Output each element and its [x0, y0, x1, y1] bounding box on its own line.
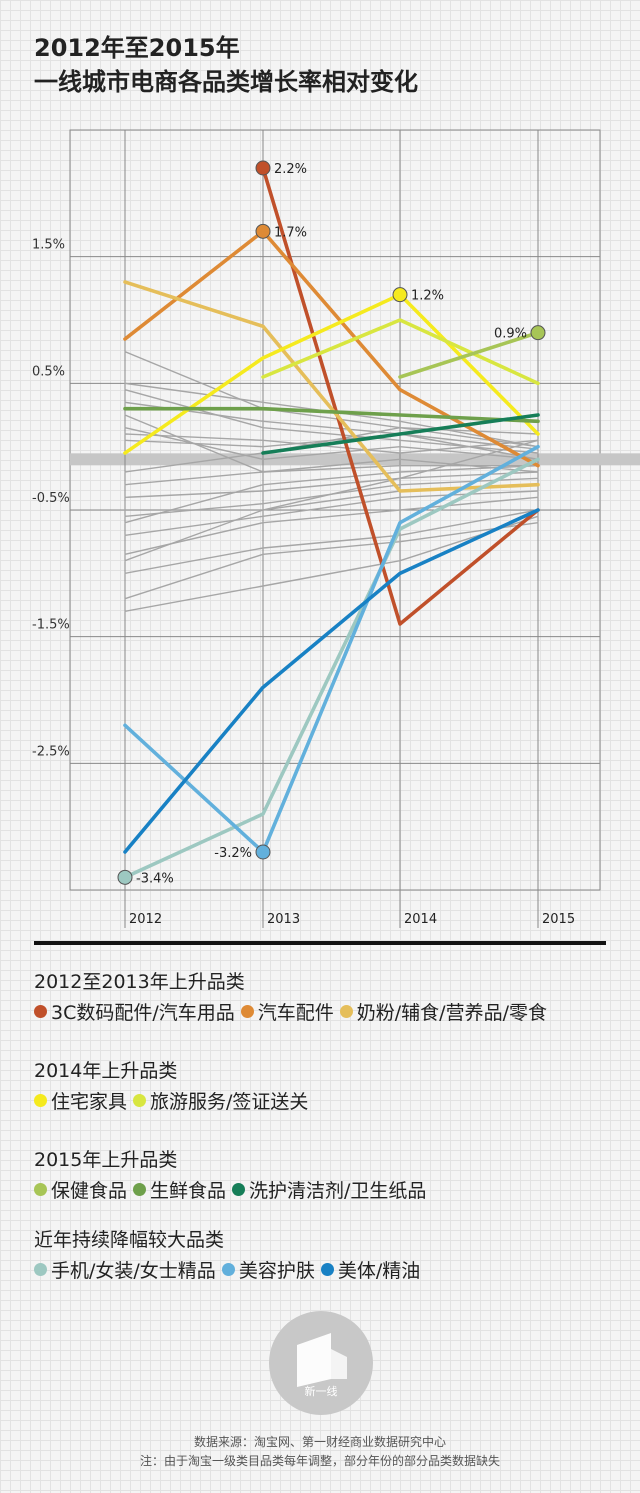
zero-band	[70, 453, 640, 466]
legend-dot-icon	[221, 1263, 235, 1276]
footer-note: 注：由于淘宝一级类目品类每年调整，部分年份的部分品类数据缺失	[139, 1454, 500, 1468]
data-label: -3.4%	[136, 871, 174, 886]
annotation-marker	[117, 869, 133, 885]
y-tick-label: -1.5%	[32, 618, 70, 633]
legend-dot-icon	[232, 1183, 246, 1196]
data-label: 0.9%	[494, 327, 527, 342]
x-tick-label: 2012	[129, 912, 162, 927]
background-series-line	[124, 433, 539, 461]
background-series-line	[124, 401, 539, 450]
xinyixian-logo: 新一线	[269, 1311, 373, 1415]
logo-mark-icon	[297, 1333, 347, 1387]
background-series-line	[124, 464, 539, 486]
legend-label: 旅游服务/签证送关	[150, 1091, 309, 1113]
legend-row: 保健食品 生鲜食品 洗护清洁剂/卫生纸品	[34, 1176, 432, 1203]
legend-group-title: 近年持续降幅较大品类	[34, 1229, 225, 1251]
annotation-marker	[255, 223, 271, 239]
background-series-line	[124, 439, 539, 562]
annotation-marker	[392, 287, 408, 303]
series-line	[398, 330, 540, 379]
background-series-line	[124, 521, 539, 600]
legend-row: 3C数码配件/汽车用品 汽车配件 奶粉/辅食/营养品/零食	[34, 998, 553, 1025]
data-label: 1.7%	[274, 225, 307, 240]
annotation-marker	[255, 160, 271, 176]
legend-label: 美体/精油	[337, 1260, 421, 1282]
legend-item: 洗护清洁剂/卫生纸品	[232, 1176, 426, 1203]
logo-text: 新一线	[304, 1385, 338, 1398]
chart-title-line2: 一线城市电商各品类增长率相对变化	[34, 68, 418, 96]
series-line	[123, 508, 540, 854]
series-line	[123, 280, 540, 493]
legend-label: 美容护肤	[238, 1260, 315, 1282]
series-line	[261, 166, 540, 626]
annotation-marker	[530, 325, 546, 341]
legend-dot-icon	[320, 1263, 334, 1276]
legend-item: 手机/女装/女士精品	[34, 1256, 216, 1283]
legend-label: 汽车配件	[257, 1002, 334, 1024]
data-label: 2.2%	[274, 162, 307, 177]
legend-group-title: 2014年上升品类	[34, 1060, 178, 1082]
series-line	[123, 292, 540, 455]
legend-item: 旅游服务/签证送关	[133, 1087, 308, 1114]
legend-dot-icon	[339, 1005, 353, 1018]
background-series-line	[124, 515, 539, 613]
y-tick-label: -0.5%	[32, 491, 70, 506]
legend-dot-icon	[133, 1183, 147, 1196]
legend-item: 美容护肤	[221, 1256, 315, 1283]
background-series-line	[124, 496, 539, 556]
legend-label: 手机/女装/女士精品	[51, 1260, 216, 1282]
legend-dot-icon	[133, 1094, 147, 1107]
legend-dot-icon	[34, 1263, 47, 1276]
series-line	[123, 229, 540, 468]
background-series-line	[124, 471, 539, 499]
legend-label: 生鲜食品	[150, 1180, 227, 1202]
series-line	[123, 457, 540, 880]
data-label: 1.2%	[411, 289, 444, 304]
x-tick-label: 2015	[542, 912, 575, 927]
annotation-marker	[255, 844, 271, 860]
footer-source: 数据来源：淘宝网、第一财经商业数据研究中心	[193, 1435, 446, 1449]
legend-row: 手机/女装/女士精品 美容护肤 美体/精油	[34, 1256, 426, 1283]
legend-item: 汽车配件	[240, 998, 334, 1025]
legend-group-title: 2012至2013年上升品类	[34, 971, 245, 993]
legend-row: 住宅家具 旅游服务/签证送关	[34, 1087, 314, 1114]
legend-label: 3C数码配件/汽车用品	[51, 1002, 235, 1024]
legend-label: 保健食品	[51, 1180, 128, 1202]
legend-item: 奶粉/辅食/营养品/零食	[339, 998, 547, 1025]
legend-label: 洗护清洁剂/卫生纸品	[249, 1180, 427, 1202]
y-tick-label: 1.5%	[32, 238, 65, 253]
legend-dot-icon	[240, 1005, 254, 1018]
legend-label: 住宅家具	[51, 1091, 128, 1113]
legend-item: 美体/精油	[320, 1256, 421, 1283]
x-tick-label: 2013	[267, 912, 300, 927]
legend-dot-icon	[34, 1183, 47, 1196]
y-tick-label: 0.5%	[32, 364, 65, 379]
section-divider	[34, 941, 606, 945]
series-line	[123, 444, 540, 854]
data-label: -3.2%	[214, 846, 252, 861]
legend-item: 保健食品	[34, 1176, 127, 1203]
legend-dot-icon	[34, 1005, 47, 1018]
chart-title-line1: 2012年至2015年	[34, 34, 240, 62]
background-series-line	[124, 464, 539, 524]
y-tick-label: -2.5%	[32, 744, 70, 759]
background-series-line	[124, 490, 539, 537]
legend-item: 生鲜食品	[133, 1176, 226, 1203]
line-chart: 1.5% 0.5% -0.5% -1.5% -2.5% 2012 2013 2014 2015 2…	[32, 129, 640, 928]
legend-label: 奶粉/辅食/营养品/零食	[356, 1002, 547, 1024]
series-line	[123, 406, 540, 424]
legend-dot-icon	[34, 1094, 47, 1107]
legend-item: 住宅家具	[34, 1087, 127, 1114]
background-series-line	[124, 350, 539, 435]
series-line	[261, 318, 540, 386]
background-series-line	[124, 509, 539, 575]
legend-group-title: 2015年上升品类	[34, 1149, 178, 1171]
series-line	[261, 413, 540, 455]
x-tick-label: 2014	[404, 912, 437, 927]
legend-item: 3C数码配件/汽车用品	[34, 998, 235, 1025]
